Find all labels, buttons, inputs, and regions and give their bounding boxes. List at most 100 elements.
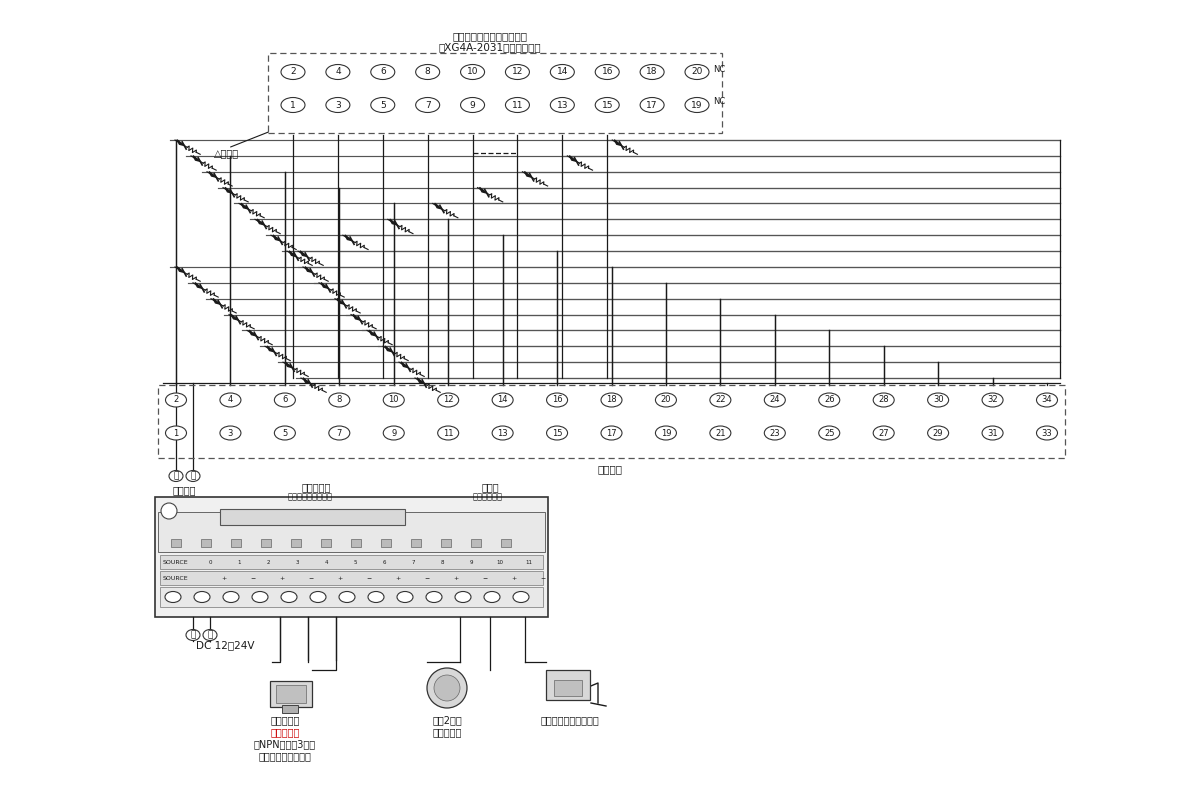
Ellipse shape <box>982 426 1003 440</box>
Text: 9: 9 <box>391 429 397 438</box>
Text: 5: 5 <box>380 101 386 110</box>
Polygon shape <box>249 330 256 336</box>
Text: NC: NC <box>713 98 725 106</box>
Ellipse shape <box>223 591 238 602</box>
Polygon shape <box>208 171 216 178</box>
Polygon shape <box>177 266 184 273</box>
Polygon shape <box>345 235 352 241</box>
Text: 18: 18 <box>606 395 617 405</box>
Text: +: + <box>512 575 516 581</box>
Text: SOURCE: SOURCE <box>163 559 188 565</box>
Polygon shape <box>435 203 442 209</box>
Text: NC: NC <box>713 65 725 74</box>
Polygon shape <box>273 235 280 241</box>
Text: 10: 10 <box>388 395 399 405</box>
Polygon shape <box>300 251 307 257</box>
Text: 7: 7 <box>411 559 415 565</box>
Text: 形XG4A-2031（かん合側）: 形XG4A-2031（かん合側） <box>438 42 541 52</box>
Text: 8: 8 <box>337 395 341 405</box>
Text: −: − <box>540 575 545 581</box>
Ellipse shape <box>764 426 786 440</box>
Ellipse shape <box>460 98 484 113</box>
Text: 1: 1 <box>290 101 296 110</box>
Polygon shape <box>353 314 361 320</box>
Text: 18: 18 <box>647 67 658 77</box>
Text: （NPN出力の3線式: （NPN出力の3線式 <box>254 739 316 749</box>
Text: 13: 13 <box>497 429 508 438</box>
Text: 16: 16 <box>601 67 613 77</box>
Ellipse shape <box>595 98 619 113</box>
Text: 0: 0 <box>208 559 212 565</box>
Bar <box>351 539 361 547</box>
Text: +: + <box>453 575 459 581</box>
Bar <box>161 555 543 569</box>
Text: 9: 9 <box>470 559 473 565</box>
Text: 5: 5 <box>283 429 288 438</box>
Ellipse shape <box>416 65 440 79</box>
Text: 16: 16 <box>552 395 562 405</box>
Text: 14: 14 <box>497 395 508 405</box>
Text: 端子台側: 端子台側 <box>598 464 623 474</box>
Polygon shape <box>285 362 292 368</box>
Circle shape <box>426 668 467 708</box>
Text: 20: 20 <box>691 67 703 77</box>
Text: −: − <box>483 575 488 581</box>
Text: 28: 28 <box>878 395 889 405</box>
Text: 3: 3 <box>295 559 298 565</box>
Text: 26: 26 <box>824 395 835 405</box>
Text: DC 12〜24V: DC 12〜24V <box>195 640 254 650</box>
Text: 6: 6 <box>382 559 386 565</box>
Ellipse shape <box>282 98 305 113</box>
Bar <box>220 509 405 525</box>
Bar <box>553 680 582 696</box>
Text: 5: 5 <box>353 559 357 565</box>
Ellipse shape <box>282 65 305 79</box>
Polygon shape <box>389 219 397 225</box>
Ellipse shape <box>506 98 530 113</box>
Ellipse shape <box>328 426 350 440</box>
Ellipse shape <box>1036 393 1058 407</box>
Text: 1: 1 <box>237 559 241 565</box>
Ellipse shape <box>685 65 709 79</box>
Text: +: + <box>222 575 226 581</box>
Ellipse shape <box>274 393 296 407</box>
Text: +: + <box>338 575 343 581</box>
Text: −: − <box>250 575 255 581</box>
Ellipse shape <box>513 591 530 602</box>
Ellipse shape <box>460 65 484 79</box>
Text: 9: 9 <box>470 101 476 110</box>
Ellipse shape <box>873 426 894 440</box>
Text: 1: 1 <box>174 429 179 438</box>
Text: 10: 10 <box>496 559 503 565</box>
Text: 8: 8 <box>425 67 430 77</box>
Text: 4: 4 <box>228 395 234 405</box>
Text: 24: 24 <box>769 395 780 405</box>
Text: ＋: ＋ <box>207 630 213 639</box>
Text: 19: 19 <box>660 429 671 438</box>
Ellipse shape <box>685 98 709 113</box>
Ellipse shape <box>640 65 664 79</box>
Ellipse shape <box>818 426 840 440</box>
Polygon shape <box>337 298 344 304</box>
Ellipse shape <box>370 65 395 79</box>
Text: 17: 17 <box>647 101 658 110</box>
Text: 6: 6 <box>380 67 386 77</box>
Text: －: － <box>190 630 195 639</box>
Ellipse shape <box>873 393 894 407</box>
Text: 3: 3 <box>335 101 340 110</box>
Ellipse shape <box>326 98 350 113</box>
Text: 21: 21 <box>715 429 726 438</box>
Text: −: − <box>424 575 430 581</box>
Ellipse shape <box>601 393 622 407</box>
Polygon shape <box>267 346 274 352</box>
Bar <box>161 587 543 607</box>
Bar <box>291 539 301 547</box>
Ellipse shape <box>484 591 500 602</box>
Text: 33: 33 <box>1041 429 1052 438</box>
Ellipse shape <box>506 65 530 79</box>
Ellipse shape <box>169 470 183 482</box>
Ellipse shape <box>165 393 187 407</box>
Bar <box>155 497 547 617</box>
Bar <box>471 539 482 547</box>
Text: 11: 11 <box>443 429 453 438</box>
